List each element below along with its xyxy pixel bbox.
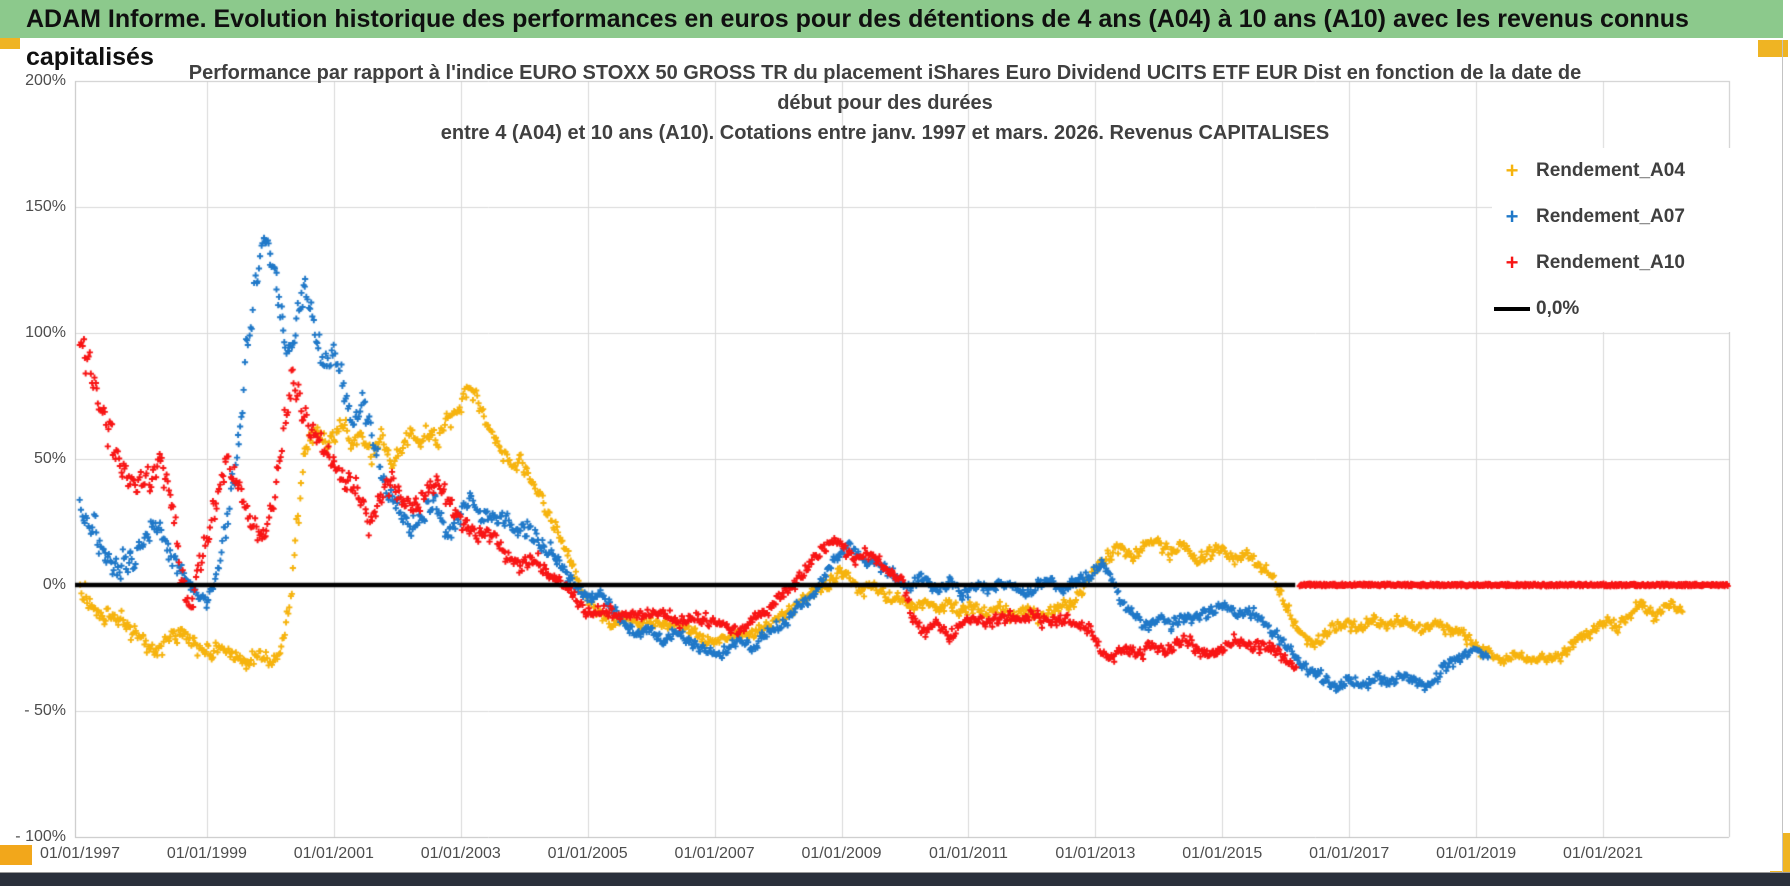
corner-accent-top-left xyxy=(0,38,20,49)
chart-title-line-3: entre 4 (A04) et 10 ans (A10). Cotations… xyxy=(440,122,1330,144)
x-tick-label: 01/01/2013 xyxy=(1055,845,1136,862)
corner-accent-top-right xyxy=(1758,40,1788,57)
plus-marker-icon: + xyxy=(1505,250,1519,275)
x-tick-label: 01/01/2003 xyxy=(420,845,501,862)
x-tick-label: 01/01/2011 xyxy=(928,845,1008,862)
y-tick-label: 0% xyxy=(42,576,66,593)
x-tick-label: 01/01/1997 xyxy=(39,845,121,862)
x-tick-label: 01/01/1999 xyxy=(166,845,247,862)
legend-item: 0,0% xyxy=(1492,286,1742,332)
window-bottom-bar xyxy=(0,872,1790,886)
y-tick-label: 50% xyxy=(33,450,66,467)
plus-marker-icon: + xyxy=(1505,158,1519,183)
x-tick-label: 01/01/2015 xyxy=(1182,845,1263,862)
x-tick-label: 01/01/2009 xyxy=(801,845,882,862)
chart-title-line-2: début pour des durées xyxy=(777,92,993,114)
chart-title-line-1: Performance par rapport à l'indice EURO … xyxy=(188,62,1582,84)
x-tick-label: 01/01/2005 xyxy=(547,845,628,862)
y-tick-label: - 100% xyxy=(15,828,66,845)
chart-title: Performance par rapport à l'indice EURO … xyxy=(170,58,1600,148)
window-right-border xyxy=(1782,40,1783,872)
x-tick-label: 01/01/2001 xyxy=(293,845,374,862)
x-tick-label: 01/01/2021 xyxy=(1562,845,1644,862)
legend: + Rendement_A04 + Rendement_A07 + Rendement_A… xyxy=(1492,148,1742,332)
y-tick-label: 200% xyxy=(25,72,66,89)
legend-item: + Rendement_A04 xyxy=(1492,148,1742,194)
x-tick-label: 01/01/2007 xyxy=(674,845,755,862)
y-tick-label: - 50% xyxy=(24,702,66,719)
y-tick-label: 150% xyxy=(25,198,66,215)
plus-marker-icon: + xyxy=(1505,204,1519,229)
corner-accent-bottom-right-v xyxy=(1783,833,1790,878)
legend-label: Rendement_A04 xyxy=(1536,160,1685,181)
legend-label: Rendement_A10 xyxy=(1536,252,1685,273)
legend-item: + Rendement_A10 xyxy=(1492,240,1742,286)
y-tick-label: 100% xyxy=(25,324,66,341)
legend-label: 0,0% xyxy=(1536,298,1580,319)
x-tick-label: 01/01/2019 xyxy=(1436,845,1517,862)
line-marker-icon xyxy=(1494,307,1530,311)
x-tick-label: 01/01/2017 xyxy=(1309,845,1390,862)
corner-accent-bottom-left xyxy=(0,845,32,865)
legend-label: Rendement_A07 xyxy=(1536,206,1685,227)
legend-item: + Rendement_A07 xyxy=(1492,194,1742,240)
